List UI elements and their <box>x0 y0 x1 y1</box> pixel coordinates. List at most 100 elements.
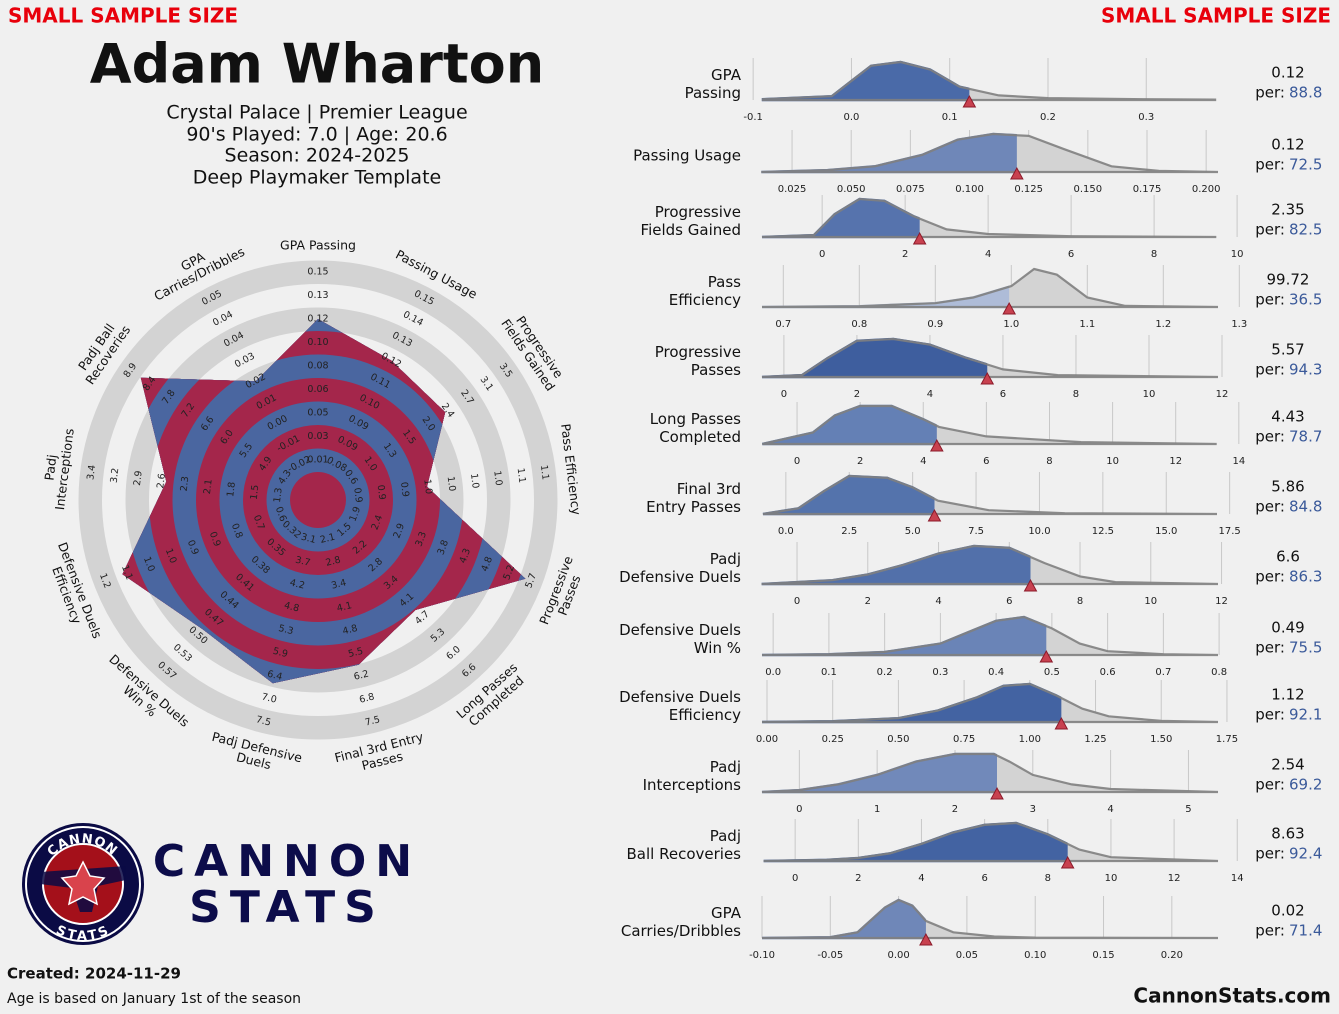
distribution: 0.0 0.1 0.2 0.3 0.4 0.5 0.6 0.7 0.8 Defensive Due… <box>619 613 1322 678</box>
radar-tick-label: 0.14 <box>401 309 425 329</box>
distribution: 0 2 4 6 8 10 12 Progressive Passes 5.57 per: 94.3 <box>655 335 1322 400</box>
percentile-prefix: per: <box>1255 84 1285 102</box>
radar-tick-label: 1.5 <box>249 484 262 500</box>
x-tick-label: 4 <box>918 873 924 884</box>
percentile-value: 75.5 <box>1289 639 1322 657</box>
metric-title: Progressive Passes <box>655 343 741 379</box>
x-tick-label: 12 <box>1215 596 1228 607</box>
radar-tick-label: 6.8 <box>358 691 375 705</box>
metric-title: Defensive Duels Efficiency <box>619 688 741 724</box>
metric-value: 0.49 <box>1271 619 1304 637</box>
metric-title: Final 3rd Entry Passes <box>646 480 741 516</box>
x-tick-label: 0.15 <box>1092 950 1114 961</box>
metric-value: 1.12 <box>1271 686 1304 704</box>
x-tick-label: 0.7 <box>1155 667 1171 678</box>
x-tick-label: 0.25 <box>822 734 844 745</box>
radar-tick-label: 3.2 <box>109 467 122 483</box>
x-tick-label: 0.1 <box>942 112 958 123</box>
radar-tick-label: 6.2 <box>353 669 370 683</box>
percentile-fill <box>761 544 1031 586</box>
x-tick-label: 0.8 <box>851 319 867 330</box>
badge-ring <box>25 826 141 942</box>
radar-tick-label: 1.3 <box>272 487 285 503</box>
radar-tick-label: 6.4 <box>266 669 283 683</box>
radar-tick-label: 1.0 <box>491 470 504 486</box>
metric-value: 2.35 <box>1271 201 1304 219</box>
x-tick-label: 4 <box>920 456 926 467</box>
x-tick-label: -0.10 <box>749 950 775 961</box>
wordmark: STATS <box>189 882 385 933</box>
radar-tick-label: 0.10 <box>307 337 328 348</box>
player-marker <box>1054 716 1069 730</box>
radar-tick-label: 2.9 <box>132 470 145 486</box>
x-tick-label: 12.5 <box>1092 526 1114 537</box>
x-tick-label: 3 <box>1030 804 1036 815</box>
note: Age is based on January 1st of the seaso… <box>7 991 301 1007</box>
radar-tick-label: 5.9 <box>272 646 289 660</box>
ring-band <box>78 260 558 740</box>
x-tick-label: 1.2 <box>1155 319 1171 330</box>
x-tick-label: 0 <box>794 596 800 607</box>
radar-tick-label: 1.0 <box>421 479 434 495</box>
x-tick-label: 0.00 <box>756 734 778 745</box>
radar-tick-label: 0.53 <box>171 642 194 664</box>
x-tick-label: 2 <box>854 389 860 400</box>
radar-tick-label: 2.8 <box>325 555 342 569</box>
metric-value: 2.54 <box>1271 756 1304 774</box>
percentile-prefix: per: <box>1255 428 1285 446</box>
x-tick-label: 6 <box>983 456 989 467</box>
x-tick-label: 0.0 <box>765 667 781 678</box>
percentile-value: 69.2 <box>1289 776 1322 794</box>
radar-tick-label: 3.4 <box>330 577 347 591</box>
x-tick-label: 4 <box>1107 804 1113 815</box>
x-tick-label: 4 <box>985 249 991 260</box>
density-curve <box>761 898 1219 940</box>
density-curve <box>762 404 1217 446</box>
metric-value: 5.86 <box>1271 478 1304 496</box>
x-tick-label: 0 <box>781 389 787 400</box>
radar-tick-label: 2.3 <box>179 476 192 492</box>
radar-tick-label: 2.1 <box>319 532 336 546</box>
distribution: 0.0 2.5 5.0 7.5 10.0 12.5 15.0 17.5 Final 3rd Ent… <box>646 472 1322 537</box>
density-curve <box>761 752 1219 794</box>
player-marker <box>1023 578 1038 592</box>
radar-tick-label: 3.4 <box>85 464 98 480</box>
player-marker <box>912 231 927 245</box>
percentile-prefix: per: <box>1255 845 1285 863</box>
player-marker <box>1010 166 1024 180</box>
x-tick-label: 0.3 <box>1138 112 1154 123</box>
radar-tick-label: 1.2 <box>97 572 113 590</box>
distribution: 0 1 2 3 4 5 Padj Interceptions 2.54 per: 69.2 <box>643 750 1322 815</box>
x-tick-label: 10 <box>1143 389 1156 400</box>
x-tick-label: 0.50 <box>887 734 909 745</box>
x-tick-label: 5 <box>1185 804 1191 815</box>
radar-tick-label: 4.1 <box>336 600 353 614</box>
radar-tick-label: 3.8 <box>435 538 451 556</box>
percentile-fill <box>761 682 1062 724</box>
metric-title: Long Passes Completed <box>650 410 741 446</box>
info: Crystal Palace | Premier League <box>166 102 467 124</box>
density-curve <box>761 682 1219 724</box>
metric-value: 0.02 <box>1271 902 1304 920</box>
metric-value: 4.43 <box>1271 408 1304 426</box>
x-tick-label: 10 <box>1231 249 1244 260</box>
player-marker <box>1039 649 1054 663</box>
warning: SMALL SAMPLE SIZE <box>8 4 238 28</box>
metric-value: 5.57 <box>1271 341 1304 359</box>
radar-tick-label: 2.4 <box>370 513 386 531</box>
metric-title: Passing Usage <box>633 147 741 165</box>
radar-tick-label: 0.01 <box>307 455 328 466</box>
badge-text: STATS <box>54 922 112 943</box>
density-curve <box>763 821 1219 863</box>
radar-tick-label: 7.5 <box>255 714 272 728</box>
percentile-prefix: per: <box>1255 361 1285 379</box>
percentile-value: 82.5 <box>1289 221 1322 239</box>
percentile-value: 88.8 <box>1289 84 1322 102</box>
x-tick-label: -0.05 <box>817 950 843 961</box>
x-tick-label: 1.0 <box>1003 319 1019 330</box>
percentile-fill <box>761 132 1017 174</box>
percentile-value: 72.5 <box>1289 156 1322 174</box>
x-tick-label: 1.75 <box>1216 734 1238 745</box>
x-tick-label: 10 <box>1144 596 1157 607</box>
